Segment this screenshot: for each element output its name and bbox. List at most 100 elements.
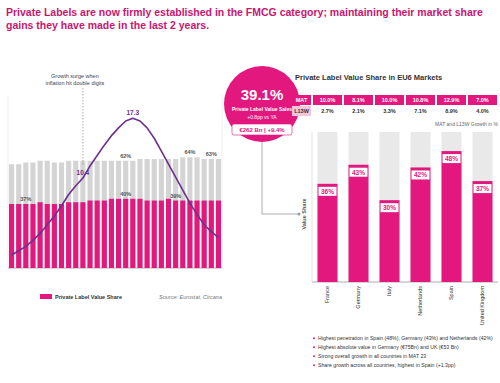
callout-sales: €262 Bn | +9.4%: [239, 127, 285, 133]
bar: [216, 201, 221, 268]
label-box: [412, 170, 430, 179]
table-cell: 12.9%: [444, 97, 460, 103]
left-labels: 62%64%63%37%40%39%10.417.3: [20, 109, 217, 202]
bar: [123, 199, 128, 268]
data-label: 10.4: [77, 169, 90, 176]
table-cell-bg: [344, 95, 373, 105]
table-cell: 10.8%: [413, 97, 429, 103]
bar: [473, 181, 493, 282]
bar: [38, 161, 43, 268]
table-cell: 4.0%: [476, 108, 489, 114]
slide: 62%64%63%37%40%39%10.417.3Growth surge w…: [0, 0, 500, 383]
bar: [59, 162, 64, 268]
table-cell: 8.9%: [445, 108, 458, 114]
bar: [187, 157, 192, 268]
bar: [187, 201, 192, 268]
subtitle: MAT and L13W Growth in %: [435, 121, 498, 127]
bar: [123, 161, 128, 268]
bar: [166, 199, 171, 268]
x-tick-label: Italy: [386, 286, 392, 296]
column-track: [411, 132, 431, 282]
bar: [73, 202, 78, 268]
data-label: 63%: [206, 151, 217, 157]
bar: [9, 164, 14, 268]
bullet: [313, 355, 315, 357]
y-axis-line: [312, 132, 313, 282]
bar: [209, 159, 214, 268]
bar: [318, 184, 338, 282]
bar: [116, 199, 121, 268]
bar: [173, 201, 178, 268]
bar: [180, 157, 185, 268]
x-tick-label: France: [324, 286, 330, 303]
label-box: [319, 187, 337, 196]
data-label: 42%: [414, 171, 427, 178]
label-box: [443, 154, 461, 163]
bar: [130, 161, 135, 268]
annotation: Growth surge when: [51, 73, 99, 79]
bar: [102, 201, 107, 268]
bar: [45, 161, 50, 268]
bar: [109, 161, 114, 268]
bar: [442, 151, 462, 282]
bar: [349, 165, 369, 282]
data-label: 30%: [383, 204, 396, 211]
callout-change: +0.8pp vs YA: [247, 114, 277, 120]
data-label: 43%: [352, 169, 365, 176]
table-cell-bg: [313, 95, 342, 105]
bar: [87, 201, 92, 268]
bar: [9, 204, 14, 268]
bar: [30, 204, 35, 268]
slide-title: Private Labels are now firmly establishe…: [6, 6, 486, 32]
bar: [209, 201, 214, 268]
bar: [411, 167, 431, 282]
bar: [73, 161, 78, 268]
bar: [137, 159, 142, 268]
data-label: 37%: [476, 185, 489, 192]
data-label: 36%: [321, 188, 334, 195]
y-axis-label: Value Share: [301, 198, 307, 229]
annotation-pointer: [82, 88, 83, 166]
bar: [80, 202, 85, 268]
bar: [23, 204, 28, 268]
table-cell: 7.1%: [414, 108, 427, 114]
column-track: [380, 132, 400, 282]
data-label: 39%: [170, 193, 181, 199]
bar: [45, 204, 50, 268]
bar: [202, 201, 207, 268]
bar: [66, 161, 71, 268]
table-cell: 8.1%: [352, 97, 365, 103]
x-axis-line: [312, 282, 498, 283]
bullet: [313, 346, 315, 348]
table-cell: 2.7%: [321, 108, 334, 114]
bar: [202, 159, 207, 268]
bar: [109, 199, 114, 268]
x-tick-label: Netherlands: [417, 286, 423, 316]
table-cell-bg: [406, 95, 435, 105]
y-axis-line: [8, 95, 9, 268]
bullet: [313, 364, 315, 366]
x-tick-label: Germany: [355, 286, 361, 309]
bullet: [313, 337, 315, 339]
bar: [166, 159, 171, 268]
table-row-header-bg: [292, 95, 311, 105]
callout-box: [232, 124, 292, 135]
bar: [30, 162, 35, 268]
data-label: 64%: [184, 149, 195, 155]
callout-value: 39.1%: [241, 86, 284, 103]
table-cell: 10.0%: [382, 97, 398, 103]
bar: [216, 159, 221, 268]
note: Strong overall growth in all countries i…: [318, 353, 426, 359]
column-track: [349, 132, 369, 282]
right-plot: [318, 151, 493, 282]
data-label: 17.3: [127, 109, 140, 116]
table-cell: 7.0%: [476, 97, 489, 103]
bar: [180, 201, 185, 268]
bar: [145, 201, 150, 268]
table-cell: 10.0%: [320, 97, 336, 103]
data-label: 48%: [445, 155, 458, 162]
bar: [95, 161, 100, 268]
bar: [380, 200, 400, 282]
legend-swatch: [40, 294, 52, 299]
bar: [152, 201, 157, 268]
